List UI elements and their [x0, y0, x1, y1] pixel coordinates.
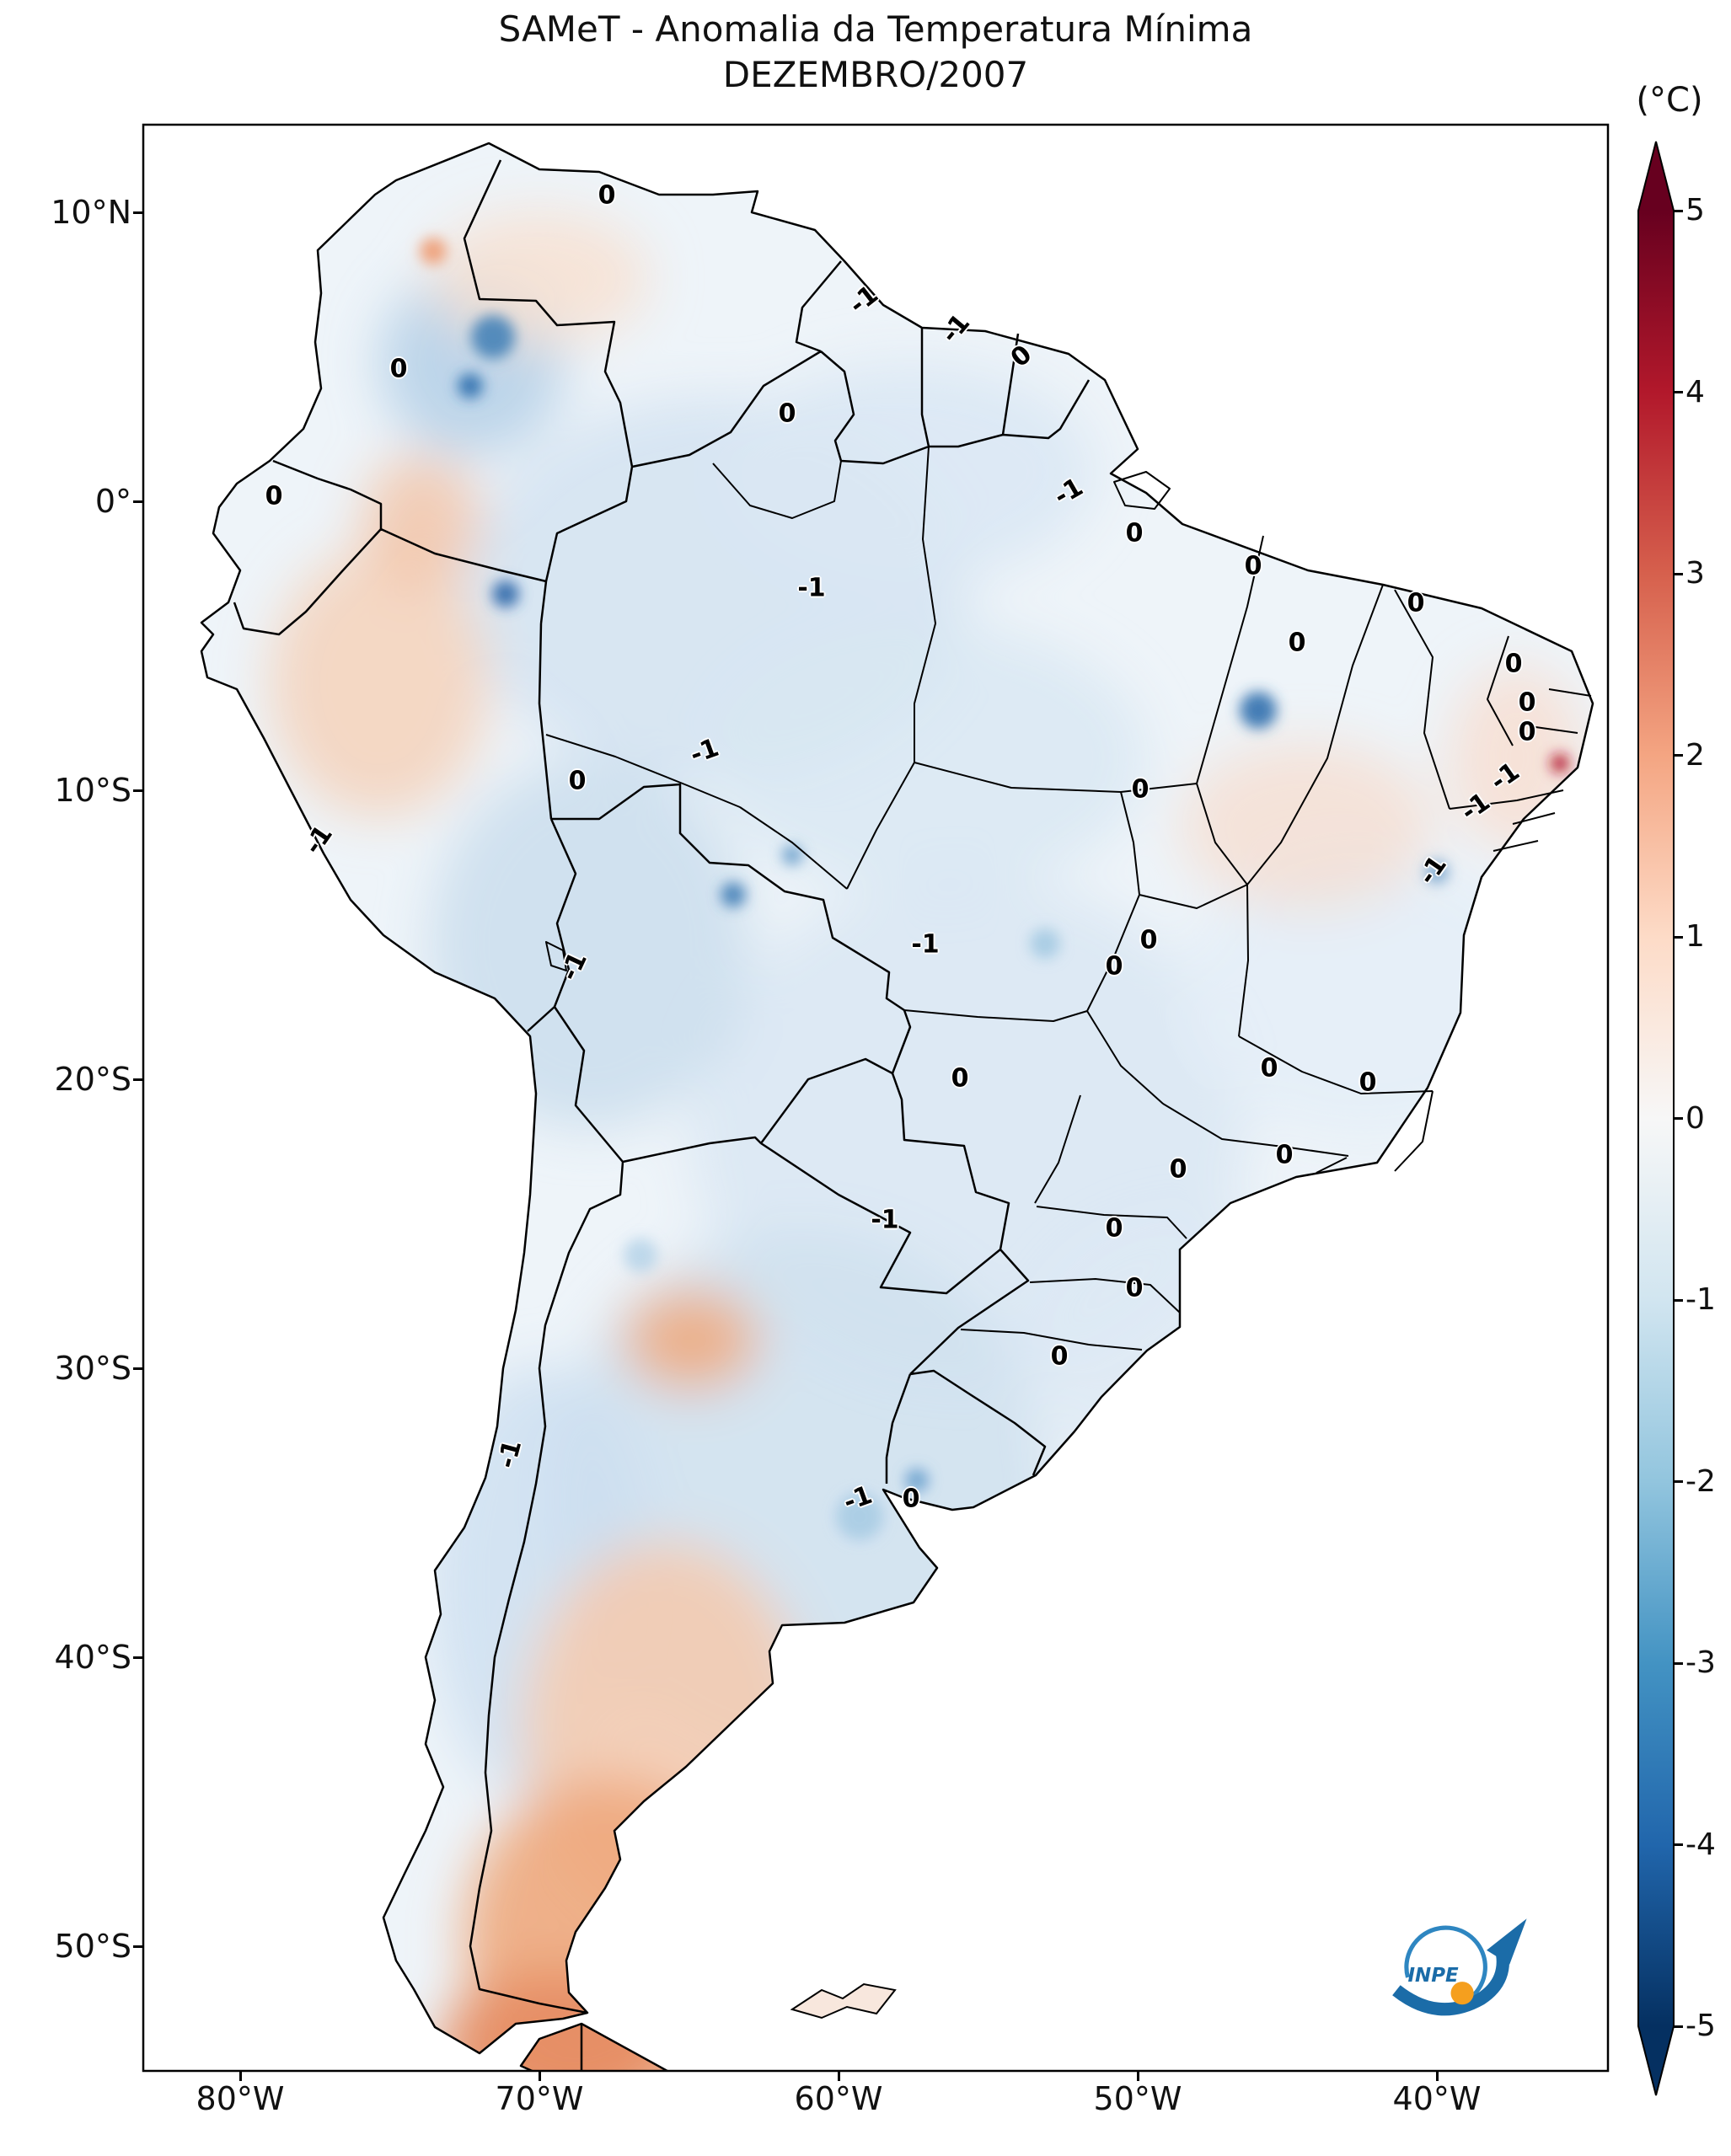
country-borders: [233, 159, 1091, 2070]
colorbar-tick-mark: [1674, 2025, 1683, 2028]
contour-label: 0: [902, 1484, 920, 1514]
colorbar-tick-label: 0: [1685, 1100, 1705, 1136]
contour-label: 0: [568, 766, 587, 796]
colorbar-tick-label: 2: [1685, 737, 1705, 773]
contour-label: 0: [598, 180, 616, 211]
contour-label: 0: [778, 399, 796, 429]
contour-label: 0: [1125, 518, 1144, 548]
title-line-1: SAMeT - Anomalia da Temperatura Mínima: [498, 8, 1253, 50]
contour-label: 0: [1518, 687, 1536, 718]
colorbar-unit-label: (°C): [1636, 81, 1703, 120]
lon-tick-mark: [1136, 2071, 1139, 2081]
contour-label: 0: [1139, 925, 1158, 955]
coastline: [200, 142, 1594, 2070]
contour-label: 0: [1504, 649, 1523, 679]
colorbar-tick-mark: [1674, 209, 1683, 212]
contour-label: 0: [389, 354, 408, 384]
colorbar-tick-label: 4: [1685, 374, 1705, 409]
inpe-logo-text: INPE: [1408, 1965, 1460, 1987]
inpe-logo-swirl: [1404, 1925, 1487, 2007]
lat-tick-mark: [133, 500, 143, 503]
contour-label: -1: [871, 1205, 899, 1235]
colorbar-tick-mark: [1674, 391, 1683, 393]
colorbar-tick-mark: [1674, 935, 1683, 939]
state-borders: [545, 446, 1592, 1351]
contour-label: 0: [265, 481, 283, 511]
contour-label: 0: [1359, 1067, 1377, 1098]
lat-tick-mark: [133, 1078, 143, 1081]
contour-label: -1: [911, 929, 940, 960]
lat-tick-label: 50°S: [54, 1928, 131, 1965]
colorbar: [1637, 141, 1675, 2096]
lat-tick-label: 30°S: [54, 1350, 131, 1387]
lat-tick-label: 0°: [94, 483, 131, 520]
contour-label: 0: [1244, 551, 1262, 581]
lat-tick-mark: [133, 1367, 143, 1370]
inpe-logo-arrow: [1392, 1945, 1509, 2016]
lon-tick-mark: [238, 2071, 242, 2081]
contour-label: 0: [1105, 951, 1123, 982]
colorbar-tick-label: -4: [1685, 1827, 1716, 1862]
inpe-logo-orange-ball: [1450, 1982, 1474, 2005]
contour-label: 0: [1169, 1154, 1187, 1185]
colorbar-tick-mark: [1674, 1117, 1683, 1120]
contour-label: 0: [1125, 1273, 1144, 1303]
lon-tick-mark: [538, 2071, 541, 2081]
contour-label: 0: [1288, 628, 1306, 658]
contour-label: 0: [1275, 1140, 1294, 1170]
colorbar-tick-label: 5: [1685, 193, 1705, 227]
figure-title: SAMeT - Anomalia da Temperatura Mínima D…: [143, 7, 1608, 98]
contour-label: 0: [951, 1063, 969, 1094]
lon-tick-mark: [1435, 2071, 1439, 2081]
lat-tick-mark: [133, 1945, 143, 1948]
colorbar-tick-mark: [1674, 572, 1683, 575]
lat-tick-mark: [133, 789, 143, 792]
lat-tick-mark: [133, 1656, 143, 1659]
colorbar-tick-mark: [1674, 1298, 1683, 1302]
contour-label: 0: [1260, 1053, 1278, 1083]
colorbar-tick-label: -2: [1685, 1463, 1716, 1499]
lon-tick-label: 50°W: [1093, 2080, 1182, 2117]
colorbar-tick-label: -5: [1685, 2009, 1716, 2043]
lon-tick-label: 40°W: [1392, 2080, 1482, 2117]
lat-tick-label: 10°S: [54, 772, 131, 809]
colorbar-tick-label: -1: [1685, 1282, 1716, 1317]
lon-tick-mark: [837, 2071, 840, 2081]
inpe-logo-arrowhead: [1487, 1918, 1527, 1965]
colorbar-tick-mark: [1674, 1661, 1683, 1665]
colorbar-tick-label: 3: [1685, 556, 1705, 591]
inpe-logo: INPE: [1392, 1918, 1527, 2016]
colorbar-tick-label: -3: [1685, 1645, 1716, 1680]
contour-label: 0: [1131, 774, 1150, 805]
lon-tick-label: 70°W: [495, 2080, 584, 2117]
contour-label: 0: [1050, 1341, 1069, 1372]
contour-label: 0: [1105, 1213, 1123, 1244]
map-frame: [142, 123, 1610, 2073]
title-line-2: DEZEMBRO/2007: [722, 53, 1029, 95]
contour-label: 0: [1518, 717, 1536, 747]
lon-tick-label: 60°W: [794, 2080, 883, 2117]
lat-tick-label: 20°S: [54, 1061, 131, 1098]
colorbar-tick-mark: [1674, 754, 1683, 757]
lon-tick-label: 80°W: [196, 2080, 285, 2117]
contour-label: -1: [797, 573, 826, 603]
colorbar-tick-label: 1: [1685, 919, 1705, 954]
lat-tick-mark: [133, 211, 143, 214]
colorbar-tick-mark: [1674, 1480, 1683, 1483]
lat-tick-label: 10°N: [51, 194, 131, 231]
falkland-islands: [790, 1982, 897, 2020]
colorbar-tick-mark: [1674, 1843, 1683, 1846]
contour-label: 0: [1407, 588, 1425, 618]
lat-tick-label: 40°S: [54, 1639, 131, 1676]
